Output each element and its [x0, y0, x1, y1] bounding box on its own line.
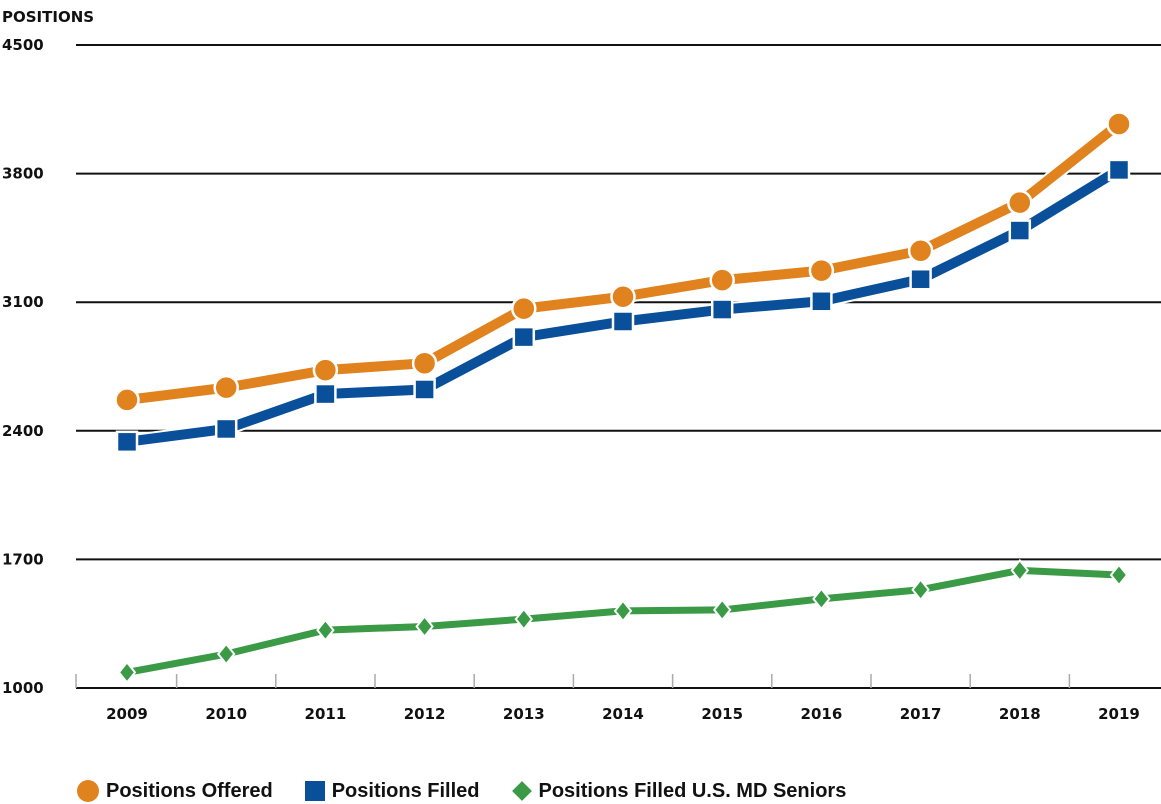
- data-point-diamond: [415, 614, 434, 639]
- x-tick-label: 2015: [701, 705, 743, 723]
- legend-item-positions-offered: Positions Offered: [77, 780, 273, 803]
- data-point-diamond: [911, 578, 930, 602]
- data-point-diamond: [613, 599, 633, 623]
- data-point-diamond: [514, 607, 534, 631]
- legend-label: Positions Filled: [331, 779, 480, 802]
- data-point-circle: [610, 283, 636, 310]
- data-point-circle: [411, 350, 438, 376]
- data-point-square: [1008, 219, 1032, 242]
- data-point-circle: [907, 238, 934, 264]
- legend: Positions Offered Positions Filled Posit…: [77, 778, 878, 804]
- data-point-diamond: [1010, 558, 1030, 583]
- y-axis-title: POSITIONS: [2, 8, 94, 26]
- legend-item-positions-filled: Positions Filled: [304, 779, 480, 803]
- x-tick-label: 2014: [602, 705, 644, 723]
- data-point-diamond: [712, 598, 732, 622]
- data-point-diamond: [1109, 563, 1129, 587]
- data-point-circle: [312, 357, 339, 383]
- y-tick-label: 3100: [2, 293, 44, 311]
- x-tick-label: 2009: [106, 705, 148, 723]
- data-point-diamond: [812, 587, 831, 611]
- x-tick-label: 2011: [305, 705, 347, 723]
- y-tick-labels: 1000 1700 2400 3100 3800 4500: [2, 36, 44, 697]
- data-point-circle: [511, 295, 537, 322]
- y-tick-label: 1700: [2, 550, 44, 568]
- data-point-square: [1107, 158, 1131, 182]
- data-point-circle: [808, 257, 835, 284]
- data-point-circle: [213, 374, 239, 401]
- x-tick-label: 2018: [999, 705, 1041, 723]
- series-lines: [120, 116, 1126, 680]
- square-marker-icon: [304, 781, 325, 801]
- data-point-square: [611, 310, 635, 333]
- data-point-square: [115, 430, 139, 454]
- x-tick-label: 2019: [1098, 705, 1140, 723]
- data-point-square: [512, 325, 536, 349]
- series-markers: [114, 111, 1132, 684]
- legend-item-positions-filled-md-seniors: Positions Filled U.S. MD Seniors: [511, 779, 847, 803]
- data-point-square: [810, 290, 833, 313]
- x-tick-label: 2012: [404, 705, 446, 723]
- data-point-square: [413, 378, 436, 401]
- y-tick-label: 3800: [2, 165, 44, 183]
- gridlines: [75, 44, 1161, 689]
- x-tick-label: 2013: [503, 705, 545, 723]
- data-point-square: [214, 417, 238, 441]
- y-tick-label: 4500: [2, 36, 44, 54]
- circle-marker-icon: [77, 780, 99, 802]
- data-point-circle: [1106, 111, 1132, 137]
- legend-label: Positions Filled U.S. MD Seniors: [538, 779, 847, 802]
- data-point-diamond: [316, 618, 335, 642]
- diamond-marker-icon: [511, 781, 532, 801]
- data-point-circle: [709, 267, 735, 293]
- data-point-square: [909, 267, 932, 291]
- x-tick-label: 2010: [205, 705, 247, 723]
- x-tick-labels: 2009 2010 2011 2012 2013 2014 2015 2016 2017 2018…: [106, 705, 1140, 723]
- y-tick-label: 1000: [2, 679, 44, 697]
- data-point-circle: [114, 387, 140, 413]
- legend-label: Positions Offered: [106, 779, 273, 802]
- data-point-diamond: [117, 660, 137, 684]
- data-point-square: [710, 298, 734, 321]
- x-tick-label: 2016: [801, 705, 843, 723]
- y-tick-label: 2400: [2, 422, 44, 440]
- x-tick-label: 2017: [900, 705, 942, 723]
- data-point-diamond: [216, 642, 236, 666]
- data-point-circle: [1007, 189, 1033, 216]
- data-point-square: [314, 382, 337, 406]
